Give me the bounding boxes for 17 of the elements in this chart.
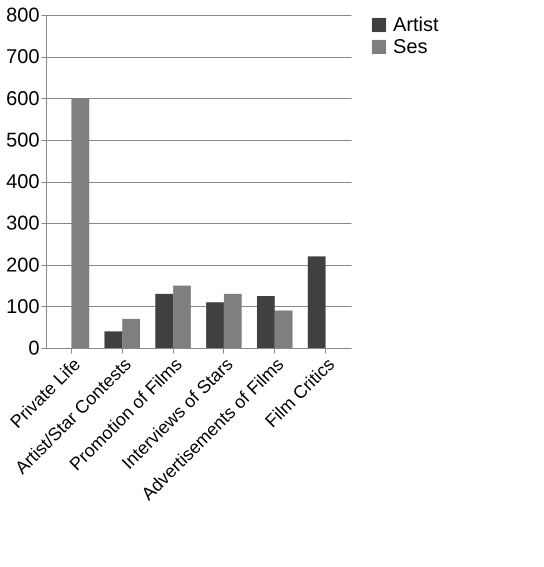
bar bbox=[155, 294, 174, 348]
y-tick-label: 200 bbox=[6, 254, 40, 276]
bar bbox=[104, 331, 122, 348]
y-tick-label: 300 bbox=[6, 212, 40, 235]
y-tick-label: 100 bbox=[6, 296, 40, 318]
bar bbox=[256, 296, 275, 348]
y-tick-label: 700 bbox=[6, 46, 40, 68]
bar bbox=[206, 302, 224, 348]
y-tick-label: 0 bbox=[28, 338, 40, 360]
legend-label: Artist bbox=[393, 14, 439, 36]
bar bbox=[274, 310, 293, 348]
legend-label: Ses bbox=[393, 36, 428, 58]
bar bbox=[308, 256, 326, 348]
y-tick-label: 400 bbox=[6, 171, 40, 193]
y-tick-label: 600 bbox=[6, 88, 40, 110]
y-tick-label: 500 bbox=[6, 129, 40, 152]
y-tick-label: 800 bbox=[6, 4, 40, 26]
